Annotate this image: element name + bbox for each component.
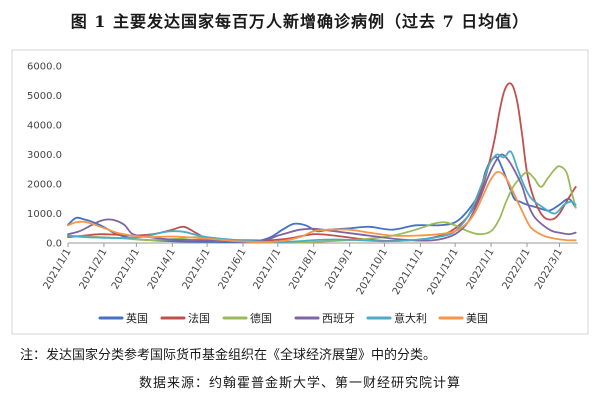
- series-line-美国: [67, 170, 577, 243]
- x-tick-label: 2021/10/1: [355, 247, 390, 297]
- x-tick-label: 2021/2/1: [78, 247, 110, 291]
- series-layer: [67, 82, 577, 244]
- x-tick-label: 2021/9/1: [323, 247, 355, 291]
- footnote: 注：发达国家分类参考国际货币基金组织在《全球经济展望》中的分类。: [20, 348, 437, 363]
- x-tick-label: 2022/1/1: [465, 247, 497, 291]
- legend: 英国 法国 德国 西班牙 意大利 美国: [98, 311, 488, 325]
- legend-label: 美国: [466, 312, 488, 325]
- legend-label: 英国: [126, 311, 148, 325]
- data-source: 数据来源：约翰霍普金斯大学、第一财经研究院计算: [138, 376, 461, 391]
- x-tick-label: 2021/4/1: [146, 247, 178, 291]
- series-line-意大利: [67, 150, 577, 243]
- y-tick-label: 0.0: [46, 239, 62, 250]
- x-axis: 2021/1/1 2021/2/1 2021/3/1 2021/4/1 2021/5/1…: [42, 242, 578, 297]
- x-tick-label: 2021/8/1: [287, 247, 319, 291]
- y-tick-label: 4000.0: [27, 121, 62, 132]
- legend-label: 法国: [188, 311, 210, 325]
- legend-label: 西班牙: [322, 312, 355, 325]
- x-tick-label: 2022/3/1: [533, 247, 565, 291]
- y-tick-label: 3000.0: [27, 150, 62, 161]
- legend-label: 德国: [250, 311, 272, 325]
- x-tick-label: 2022/2/1: [501, 247, 533, 291]
- x-tick-label: 2021/7/1: [251, 247, 283, 291]
- chart-title: 图 1 主要发达国家每百万人新增确诊病例（过去 7 日均值）: [70, 12, 530, 31]
- x-tick-label: 2021/5/1: [181, 247, 213, 291]
- legend-label: 意大利: [394, 311, 427, 325]
- x-tick-label: 2021/3/1: [110, 247, 142, 291]
- x-tick-label: 2021/1/1: [42, 247, 74, 291]
- y-tick-label: 1000.0: [27, 209, 62, 220]
- chart-frame: [11, 49, 589, 335]
- line-chart: 0.01000.02000.03000.04000.05000.06000.0 …: [11, 49, 589, 335]
- x-tick-label: 2021/6/1: [217, 247, 249, 291]
- x-tick-label: 2021/11/1: [391, 247, 426, 297]
- y-tick-label: 6000.0: [27, 62, 62, 73]
- y-tick-label: 5000.0: [27, 91, 62, 102]
- y-tick-label: 2000.0: [27, 180, 62, 191]
- series-line-西班牙: [67, 153, 577, 242]
- x-tick-label: 2021/12/1: [426, 247, 461, 297]
- y-axis: 0.0 1000.0 2000.0 3000.0 4000.0 5000.0 6000.0: [27, 62, 62, 250]
